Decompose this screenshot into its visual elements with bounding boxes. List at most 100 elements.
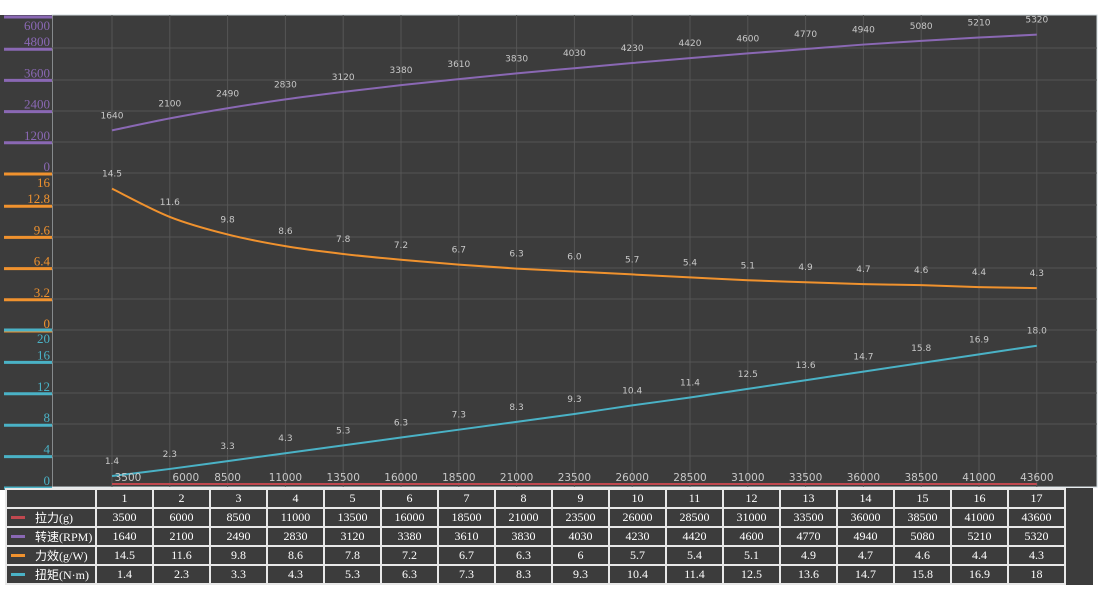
table-cell: 33500 xyxy=(779,507,838,528)
data-label-rpm: 3610 xyxy=(447,60,470,70)
table-blank-cell xyxy=(1065,489,1093,584)
data-label-efficiency: 4.4 xyxy=(972,268,987,278)
x-tick-label: 33500 xyxy=(789,472,822,484)
table-cell: 18500 xyxy=(437,507,496,528)
x-tick-label: 18500 xyxy=(442,472,475,484)
data-label-rpm: 2100 xyxy=(158,99,181,109)
x-tick-label: 3500 xyxy=(115,472,142,484)
table-cell: 14.5 xyxy=(95,545,154,566)
axis-tick-label: 8 xyxy=(44,410,51,425)
axis-tick-label: 0 xyxy=(44,159,51,174)
table-cell: 16000 xyxy=(380,507,439,528)
legend-swatch-icon xyxy=(11,573,25,577)
data-label-efficiency: 5.1 xyxy=(741,261,755,271)
table-cell: 2.3 xyxy=(152,564,211,585)
table-cell: 13500 xyxy=(323,507,382,528)
table-cell: 6.3 xyxy=(380,564,439,585)
data-label-torque: 14.7 xyxy=(853,353,873,363)
table-cell: 6 xyxy=(551,545,610,566)
table-cell: 6.3 xyxy=(494,545,553,566)
axis-tick-label: 3600 xyxy=(24,65,50,80)
data-label-rpm: 4030 xyxy=(563,49,586,59)
data-label-efficiency: 7.8 xyxy=(336,235,351,245)
table-cell: 3830 xyxy=(494,526,553,547)
data-label-efficiency: 6.3 xyxy=(509,250,523,260)
series-name: 力效(g/W) xyxy=(35,549,88,563)
axis-tick-label: 9.6 xyxy=(34,222,51,237)
table-cell: 3500 xyxy=(95,507,154,528)
series-line-torque xyxy=(111,344,1037,478)
table-cell: 5.1 xyxy=(722,545,781,566)
data-label-torque: 11.4 xyxy=(680,379,700,389)
data-label-rpm: 5210 xyxy=(968,19,991,29)
table-cell: 13.6 xyxy=(779,564,838,585)
series-line-efficiency xyxy=(111,187,1037,290)
table-cell: 1640 xyxy=(95,526,154,547)
data-label-rpm: 3120 xyxy=(332,73,355,83)
axis-tick-label: 4 xyxy=(44,442,51,457)
data-label-torque: 15.8 xyxy=(911,344,931,354)
data-label-rpm: 2490 xyxy=(216,89,239,99)
legend-swatch-icon xyxy=(11,535,25,539)
axis-tick-label: 1200 xyxy=(24,128,50,143)
table-cell: 36000 xyxy=(836,507,895,528)
table-header-cell: 8 xyxy=(494,488,553,509)
axis-tick-label: 2400 xyxy=(24,97,50,112)
table-cell: 4030 xyxy=(551,526,610,547)
table-cell: 8.3 xyxy=(494,564,553,585)
table-cell: 16.9 xyxy=(950,564,1009,585)
data-label-rpm: 1640 xyxy=(101,111,124,121)
table-header-cell: 16 xyxy=(950,488,1009,509)
axis-tick-label: 0 xyxy=(44,316,51,331)
data-table: 1 2 3 4 5 6 7 8 9 10 11 12 13 14 15 16 17 拉力(g) 3500 6000 85… xyxy=(5,488,1093,585)
data-label-efficiency: 4.3 xyxy=(1030,269,1044,279)
axis-tick-label: 16 xyxy=(37,347,51,362)
table-cell: 28500 xyxy=(665,507,724,528)
series-label-cell: 力效(g/W) xyxy=(5,545,97,566)
table-header-cell: 11 xyxy=(665,488,724,509)
table-cell: 4.4 xyxy=(950,545,1009,566)
axis-tick-label: 6000 xyxy=(24,18,50,33)
table-cell: 2830 xyxy=(266,526,325,547)
table-cell: 3610 xyxy=(437,526,496,547)
table-cell: 43600 xyxy=(1007,507,1066,528)
table-cell: 7.2 xyxy=(380,545,439,566)
data-label-efficiency: 6.0 xyxy=(567,253,582,263)
data-label-efficiency: 14.5 xyxy=(102,170,122,180)
data-label-torque: 5.3 xyxy=(336,426,350,436)
data-label-rpm: 3830 xyxy=(505,54,528,64)
data-label-torque: 18.0 xyxy=(1027,327,1047,337)
table-cell: 38500 xyxy=(893,507,952,528)
data-label-efficiency: 9.8 xyxy=(220,215,235,225)
axis-tick-label: 4800 xyxy=(24,34,50,49)
series-name: 拉力(g) xyxy=(35,511,73,525)
data-label-torque: 4.3 xyxy=(278,434,292,444)
legend-swatch-icon xyxy=(11,554,25,558)
x-tick-label: 16000 xyxy=(384,472,417,484)
x-tick-label: 23500 xyxy=(558,472,591,484)
table-cell: 4.3 xyxy=(266,564,325,585)
axis-tick-label: 12.8 xyxy=(27,191,50,206)
x-tick-label: 31000 xyxy=(731,472,764,484)
table-cell: 1.4 xyxy=(95,564,154,585)
table-cell: 5.4 xyxy=(665,545,724,566)
table-cell: 18 xyxy=(1007,564,1066,585)
table-cell: 5320 xyxy=(1007,526,1066,547)
table-cell: 6.7 xyxy=(437,545,496,566)
axis-panel xyxy=(0,15,52,490)
x-tick-label: 36000 xyxy=(847,472,880,484)
table-cell: 15.8 xyxy=(893,564,952,585)
table-cell: 4230 xyxy=(608,526,667,547)
table-header-cell: 6 xyxy=(380,488,439,509)
table-cell: 4.6 xyxy=(893,545,952,566)
table-cell: 23500 xyxy=(551,507,610,528)
axis-tick-label: 16 xyxy=(37,175,51,190)
table-cell: 26000 xyxy=(608,507,667,528)
data-label-efficiency: 11.6 xyxy=(160,198,180,208)
data-label-torque: 10.4 xyxy=(622,386,642,396)
data-label-torque: 2.3 xyxy=(163,450,177,460)
table-cell: 4420 xyxy=(665,526,724,547)
table-cell: 7.8 xyxy=(323,545,382,566)
table-cell: 6000 xyxy=(152,507,211,528)
data-label-torque: 6.3 xyxy=(394,419,408,429)
